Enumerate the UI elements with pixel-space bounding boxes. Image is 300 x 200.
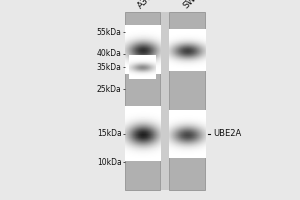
Bar	[124, 12, 160, 190]
Text: 40kDa: 40kDa	[97, 49, 122, 58]
Text: 55kDa: 55kDa	[97, 28, 122, 37]
Text: UBE2A: UBE2A	[213, 129, 241, 138]
Text: A375: A375	[136, 0, 159, 10]
Text: 25kDa: 25kDa	[97, 85, 122, 94]
Bar	[161, 12, 169, 190]
Text: 10kDa: 10kDa	[97, 158, 122, 167]
Text: 15kDa: 15kDa	[97, 129, 122, 138]
Text: 35kDa: 35kDa	[97, 63, 122, 72]
Bar	[169, 12, 206, 190]
Text: SW620: SW620	[181, 0, 210, 10]
